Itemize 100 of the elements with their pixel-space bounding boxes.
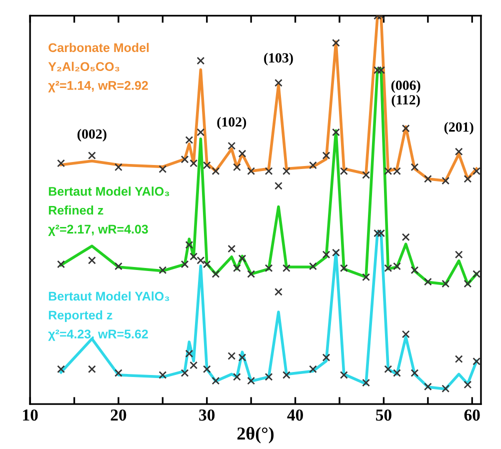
point xyxy=(362,378,370,387)
point xyxy=(114,262,122,270)
point xyxy=(274,182,282,190)
point xyxy=(202,260,211,268)
point xyxy=(374,229,382,238)
point xyxy=(196,56,205,65)
point xyxy=(158,165,167,174)
point xyxy=(442,384,450,393)
x-axis-title: 2θ(°) xyxy=(237,426,274,444)
point xyxy=(274,288,282,296)
text: Carbonate Model Y₂Al₂O₅CO₃ χ²=1.14, wR=2.92 xyxy=(48,42,149,92)
point xyxy=(454,355,463,363)
point xyxy=(340,371,348,379)
point xyxy=(185,240,194,249)
point xyxy=(472,167,480,176)
point xyxy=(185,350,194,358)
point xyxy=(402,330,410,338)
point xyxy=(472,357,480,366)
point xyxy=(158,266,167,274)
x-tick-label: 50 xyxy=(376,409,392,421)
point xyxy=(57,365,65,374)
x-tick-label: 20 xyxy=(110,409,126,421)
point xyxy=(185,136,194,144)
point xyxy=(247,270,256,278)
x-tick-label: 40 xyxy=(287,409,303,421)
point xyxy=(212,270,220,278)
x-tick-label: 60 xyxy=(464,409,480,421)
point xyxy=(402,233,410,242)
point xyxy=(232,372,241,381)
annotation: (102) xyxy=(217,116,246,130)
x-tick-label: 10 xyxy=(23,409,38,421)
point xyxy=(190,252,198,260)
point xyxy=(282,371,290,379)
point xyxy=(332,38,340,47)
point xyxy=(464,280,472,288)
point xyxy=(88,152,96,160)
point xyxy=(340,167,348,176)
point xyxy=(228,142,236,150)
point xyxy=(309,161,317,170)
point xyxy=(247,376,256,385)
point xyxy=(282,167,290,176)
point xyxy=(454,148,463,156)
point xyxy=(442,176,450,185)
point xyxy=(322,354,330,362)
point xyxy=(247,167,256,176)
point xyxy=(238,254,246,262)
point xyxy=(57,260,65,268)
point xyxy=(424,278,432,286)
point xyxy=(238,150,246,158)
point xyxy=(158,371,167,379)
point xyxy=(180,260,189,268)
point xyxy=(464,380,472,389)
point xyxy=(393,369,401,377)
point xyxy=(264,372,273,381)
point xyxy=(374,66,382,74)
point xyxy=(309,262,317,270)
point xyxy=(202,161,211,170)
point xyxy=(238,354,246,362)
point xyxy=(424,382,432,391)
point xyxy=(410,369,419,377)
point xyxy=(322,152,330,160)
point xyxy=(274,78,282,87)
point xyxy=(114,369,122,377)
point xyxy=(464,174,472,183)
point xyxy=(114,163,122,172)
point xyxy=(212,167,220,176)
point xyxy=(362,273,370,282)
point xyxy=(264,264,273,272)
point xyxy=(454,250,463,259)
point xyxy=(57,159,65,168)
point xyxy=(88,256,96,264)
point xyxy=(377,229,386,238)
point xyxy=(196,256,205,264)
point xyxy=(180,155,189,164)
point xyxy=(332,248,340,257)
point xyxy=(424,174,432,183)
point xyxy=(332,128,340,136)
point xyxy=(472,270,480,278)
annotation: (006) (112) xyxy=(391,80,420,108)
point xyxy=(232,264,241,272)
point xyxy=(309,365,317,374)
point xyxy=(264,167,273,176)
annotation: (201) xyxy=(444,122,474,135)
point xyxy=(410,266,419,274)
annotation: (103) xyxy=(264,52,293,66)
x-tick-label: 30 xyxy=(199,409,215,421)
point xyxy=(180,369,189,377)
series-label: Bertaut Model YAlO₃ Refined z χ²=2.17, wR=4.03 xyxy=(48,186,170,236)
point xyxy=(362,171,370,179)
point xyxy=(228,352,236,360)
point xyxy=(88,365,96,374)
point xyxy=(340,264,348,272)
point xyxy=(212,376,220,385)
point xyxy=(282,264,290,272)
point xyxy=(190,159,198,168)
point xyxy=(442,280,450,288)
point xyxy=(384,365,392,374)
point xyxy=(377,66,386,74)
point xyxy=(228,244,236,253)
annotation: (002) xyxy=(78,128,106,142)
